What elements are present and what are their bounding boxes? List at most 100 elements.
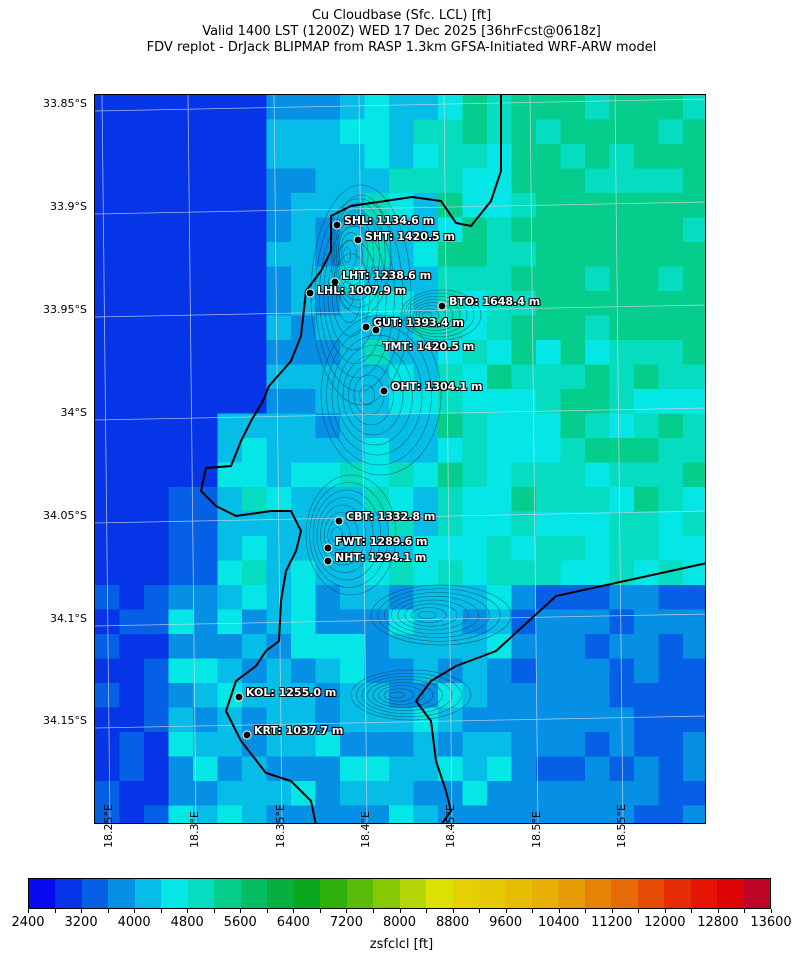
colorbar-swatch [452,879,479,908]
map-cell [193,144,218,169]
station-marker[interactable] [371,325,381,335]
colorbar [28,878,771,909]
map-cell [168,266,194,292]
map-cell [487,413,512,439]
map-area[interactable]: SHL: 1134.6 m SHT: 1420.5 m LHT: 1238.6 m L… [94,94,706,824]
map-cell [634,781,659,806]
map-cell [95,413,120,439]
lat-tick-label: 34.1°S [50,612,87,625]
map-cell [242,487,267,512]
map-cell [683,266,705,292]
map-cell [168,560,194,586]
lon-tick-label: 18.5°E [530,811,543,848]
contour-line [323,225,387,365]
colorbar-tick-label: 12800 [697,915,739,930]
map-cell [217,242,243,267]
map-cell [340,634,365,659]
map-cell [585,658,610,684]
contour-line [312,489,382,581]
map-cell [119,658,145,684]
map-cell [95,781,120,806]
map-cell [634,609,659,635]
map-cell [315,168,341,194]
contour-line [415,305,447,325]
map-cell [536,144,561,169]
station-marker[interactable] [323,556,333,566]
map-cell [438,511,463,537]
map-cell [144,462,169,488]
map-cell [168,707,194,733]
map-cell [144,438,169,463]
map-cell [364,658,390,684]
map-cell [193,364,218,390]
station-marker[interactable] [361,322,371,332]
map-cell [119,462,145,488]
station-marker[interactable] [323,543,333,553]
map-cell [511,560,537,586]
station-marker[interactable] [437,301,447,311]
lat-gridline [95,304,705,318]
map-cell [683,707,705,733]
map-cell [266,168,292,194]
map-cell [560,119,586,145]
contour-line [305,474,397,596]
colorbar-tick-label: 3200 [64,915,98,930]
map-cell [487,242,512,267]
colorbar-swatch [478,879,506,908]
station-marker[interactable] [334,516,344,526]
station-marker[interactable] [242,730,252,740]
colorbar-tick [213,909,215,913]
map-cell [560,242,586,267]
station-label: FWT: 1289.6 m [335,535,428,548]
station-marker[interactable] [234,692,244,702]
map-cell [585,560,610,586]
map-cell [168,487,194,512]
lon-tick-label: 18.35°E [274,804,287,848]
map-cell [168,315,194,341]
station-marker[interactable] [305,288,315,298]
map-cell [683,144,705,169]
colorbar-tick [505,909,507,913]
map-cell [462,413,488,439]
map-cell [634,511,659,537]
chart-subtitle-model: FDV replot - DrJack BLIPMAP from RASP 1.… [146,40,657,55]
map-cell [340,707,365,733]
contour-line [372,682,434,708]
map-cell [95,438,120,463]
map-cell [438,438,463,463]
map-cell [585,291,610,316]
station-marker[interactable] [379,386,389,396]
map-cell [315,389,341,414]
map-cell [609,658,635,684]
map-cell [658,609,684,635]
map-cell [364,168,390,194]
map-cell [389,462,414,488]
colorbar-tick-label: 10400 [538,915,580,930]
map-cell [291,144,316,169]
map-cell [193,315,218,341]
station-label: KOL: 1255.0 m [246,686,337,699]
map-cell [144,756,169,782]
map-cell [364,609,390,635]
map-cell [536,658,561,684]
map-cell [634,242,659,267]
map-cell [413,462,439,488]
station-marker[interactable] [353,235,363,245]
map-cell [389,634,414,659]
contour-line [330,194,392,316]
map-cell [658,242,684,267]
map-cell [340,389,365,414]
map-cell [119,242,145,267]
map-cell [536,511,561,537]
map-cell [217,756,243,782]
station-marker[interactable] [332,220,342,230]
map-cell [683,683,705,708]
map-cell [291,413,316,439]
map-cell [95,487,120,512]
station-marker[interactable] [330,277,340,287]
map-cell [487,315,512,341]
map-cell [242,364,267,390]
map-cell [315,805,341,823]
map-cell [560,585,586,610]
map-cell [144,658,169,684]
